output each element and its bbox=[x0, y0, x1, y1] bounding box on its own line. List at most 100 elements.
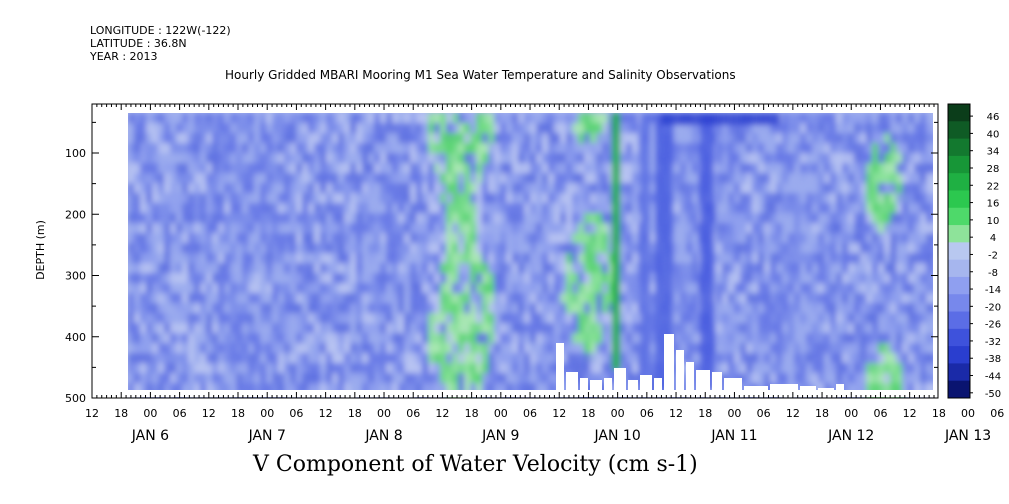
heatmap-cell bbox=[686, 263, 695, 278]
heatmap-cell bbox=[278, 313, 288, 330]
heatmap-cell bbox=[740, 253, 748, 272]
heatmap-cell bbox=[650, 223, 660, 241]
heatmap-cell bbox=[626, 323, 635, 335]
missing-data-notch bbox=[590, 380, 602, 391]
heatmap-cell bbox=[728, 133, 737, 151]
heatmap-cell bbox=[308, 233, 317, 250]
heatmap-cell bbox=[776, 213, 786, 227]
heatmap-cell bbox=[446, 143, 455, 156]
heatmap-cell bbox=[152, 283, 161, 298]
heatmap-cell bbox=[920, 313, 929, 331]
heatmap-cell bbox=[236, 363, 246, 376]
heatmap-cell bbox=[506, 333, 517, 348]
heatmap-cell bbox=[272, 293, 282, 311]
heatmap-cell bbox=[908, 283, 918, 295]
heatmap-cell bbox=[344, 253, 353, 269]
heatmap-cell bbox=[266, 373, 274, 385]
heatmap-cell bbox=[800, 333, 811, 347]
heatmap-cell bbox=[494, 123, 502, 135]
heatmap-cell bbox=[920, 253, 928, 272]
heatmap-cell bbox=[686, 323, 694, 340]
heatmap-cell bbox=[362, 263, 372, 282]
heatmap-cell bbox=[260, 293, 268, 307]
heatmap-cell bbox=[560, 123, 569, 140]
heatmap-cell bbox=[320, 243, 331, 262]
heatmap-cell bbox=[176, 283, 187, 296]
heatmap-cell bbox=[230, 193, 240, 211]
heatmap-cell bbox=[878, 123, 888, 135]
heatmap-cell bbox=[260, 123, 270, 139]
heatmap-cell bbox=[380, 253, 388, 270]
heatmap-cell bbox=[176, 183, 184, 199]
heatmap-cell bbox=[542, 123, 551, 137]
heatmap-cell bbox=[554, 213, 563, 226]
heatmap-cell bbox=[182, 343, 193, 362]
heatmap-cell bbox=[734, 153, 744, 168]
heatmap-cell bbox=[140, 123, 148, 136]
heatmap-cell bbox=[206, 343, 214, 356]
heatmap-cell bbox=[560, 183, 568, 196]
heatmap-cell bbox=[458, 193, 466, 207]
heatmap-cell bbox=[602, 113, 611, 126]
heatmap-cell bbox=[584, 323, 592, 338]
heatmap-cell bbox=[872, 193, 881, 211]
heatmap-cell bbox=[254, 113, 262, 131]
heatmap-cell bbox=[776, 263, 784, 282]
heatmap-cell bbox=[554, 323, 564, 341]
heatmap-cell bbox=[776, 173, 784, 186]
heatmap-cell bbox=[542, 193, 552, 212]
heatmap-cell bbox=[296, 353, 305, 368]
heatmap-cell bbox=[530, 363, 541, 382]
heatmap-cell bbox=[368, 343, 377, 356]
heatmap-cell bbox=[626, 253, 637, 269]
heatmap-cell bbox=[602, 333, 611, 349]
heatmap-cell bbox=[776, 143, 784, 160]
heatmap-cell bbox=[302, 263, 312, 277]
heatmap-cell bbox=[926, 283, 936, 300]
heatmap-cell bbox=[530, 133, 540, 147]
x-tick-label: 06 bbox=[757, 407, 771, 420]
heatmap-cell bbox=[596, 323, 607, 337]
heatmap-cell bbox=[458, 373, 468, 389]
heatmap-cell bbox=[692, 163, 703, 177]
heatmap-cell bbox=[278, 153, 286, 172]
heatmap-cell bbox=[146, 153, 157, 165]
heatmap-cell bbox=[488, 253, 498, 268]
heatmap-cell bbox=[476, 263, 484, 275]
heatmap-cell bbox=[800, 243, 809, 261]
heatmap-cell bbox=[740, 343, 749, 355]
heatmap-cell bbox=[536, 353, 546, 370]
heatmap-cell bbox=[470, 173, 481, 187]
heatmap-cell bbox=[506, 253, 514, 266]
heatmap-cell bbox=[350, 163, 360, 178]
heatmap-cell bbox=[764, 343, 774, 359]
heatmap-cell bbox=[392, 313, 400, 331]
heatmap-cell bbox=[326, 333, 335, 351]
heatmap-cell bbox=[386, 333, 396, 346]
heatmap-cell bbox=[464, 353, 472, 370]
heatmap-cell bbox=[788, 163, 796, 176]
heatmap-cell bbox=[212, 353, 223, 372]
heatmap-cell bbox=[338, 203, 349, 219]
heatmap-cell bbox=[926, 293, 936, 311]
heatmap-cell bbox=[554, 163, 565, 175]
missing-data-notch bbox=[770, 384, 798, 391]
heatmap-cell bbox=[716, 143, 725, 156]
heatmap-cell bbox=[506, 233, 516, 245]
heatmap-cell bbox=[896, 253, 906, 269]
colorbar-frame bbox=[947, 103, 971, 399]
heatmap-cell bbox=[170, 323, 181, 338]
heatmap-cell bbox=[782, 363, 791, 378]
heatmap-cell bbox=[806, 193, 817, 209]
heatmap-cell bbox=[566, 303, 576, 317]
heatmap-cell bbox=[470, 303, 481, 321]
heatmap-cell bbox=[326, 143, 336, 160]
heatmap-cell bbox=[314, 373, 323, 389]
heatmap-cell bbox=[206, 123, 216, 140]
heatmap-cell bbox=[128, 173, 138, 189]
heatmap-cell bbox=[896, 263, 905, 279]
heatmap-cell bbox=[770, 343, 780, 356]
heatmap-cell bbox=[578, 303, 586, 319]
heatmap-cell bbox=[566, 153, 577, 168]
heatmap-cell bbox=[896, 303, 907, 316]
